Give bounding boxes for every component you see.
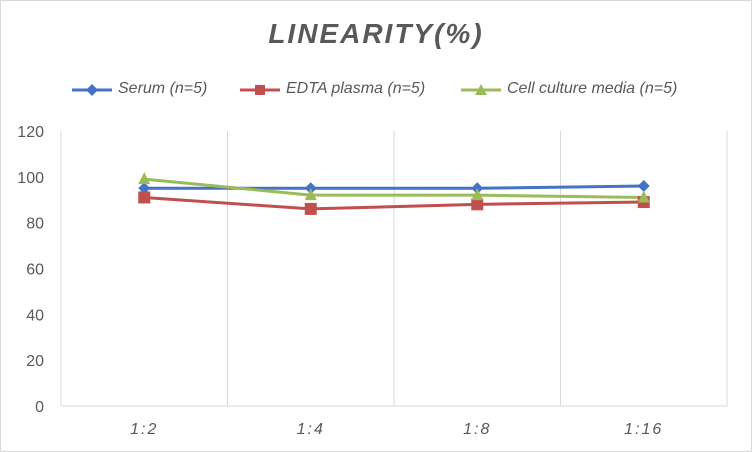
data-point-marker [138,191,151,204]
legend-swatch-cell-culture-media [461,84,501,95]
chart-title: LINEARITY(%) [268,18,484,49]
data-point-marker [471,188,484,201]
x-tick-label: 1:4 [297,421,325,438]
data-point-marker [637,180,650,192]
y-tick-label: 60 [26,262,44,279]
series-line [144,177,644,199]
data-point-marker [637,190,650,203]
x-tick-label: 1:8 [463,421,491,438]
y-tick-label: 80 [26,216,44,233]
data-point-marker [304,202,317,215]
y-tick-label: 20 [26,353,44,370]
data-point-marker [138,172,151,185]
series-line [144,195,644,211]
legend-swatch-serum [72,84,112,96]
y-tick-label: 100 [17,170,44,187]
y-tick-label: 120 [17,124,44,141]
data-point-marker [471,198,484,211]
y-tick-label: 40 [26,307,44,324]
legend-swatch-edta-plasma [240,85,280,95]
x-tick-label: 1:2 [130,421,158,438]
x-tick-label: 1:16 [624,421,663,438]
legend-label-edta-plasma: EDTA plasma (n=5) [286,80,426,97]
legend-label-cell-culture-media: Cell culture media (n=5) [507,80,678,97]
data-point-marker [138,182,151,195]
data-point-marker [304,188,317,201]
legend-label-serum: Serum (n=5) [118,80,208,97]
legend: Serum (n=5) EDTA plasma (n=5) Cell cultu… [0,78,752,102]
y-tick-label: 0 [35,399,44,416]
